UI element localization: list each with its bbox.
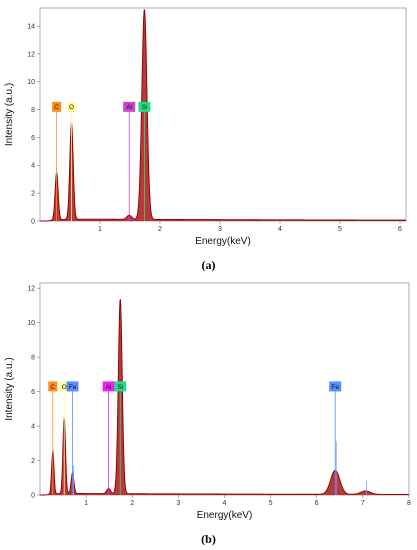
element-label: O — [69, 104, 74, 111]
element-label: Al — [126, 104, 132, 111]
y-tick-label: 6 — [31, 389, 35, 396]
x-tick-label: 7 — [361, 500, 365, 507]
caption-b: (b) — [201, 532, 216, 546]
element-label-box — [66, 381, 79, 392]
x-tick-label: 5 — [338, 226, 342, 233]
element-label: Fe — [69, 384, 77, 391]
x-tick-label: 8 — [407, 500, 411, 507]
x-tick-label: 3 — [176, 500, 180, 507]
y-tick-label: 6 — [31, 135, 35, 142]
element-label-box — [138, 101, 151, 112]
y-tick-label: 4 — [31, 163, 35, 170]
x-axis-title: Energy(keV) — [197, 510, 253, 521]
element-label: Si — [117, 384, 123, 391]
y-tick-label: 14 — [27, 23, 35, 30]
element-label: C — [54, 104, 59, 111]
x-tick-label: 2 — [130, 500, 134, 507]
x-tick-label: 3 — [218, 226, 222, 233]
y-tick-label: 0 — [31, 492, 35, 499]
element-label-box — [123, 101, 136, 112]
y-tick-label: 8 — [31, 355, 35, 362]
element-label-box — [67, 101, 76, 112]
element-label-box — [102, 381, 115, 392]
element-label-box — [52, 101, 62, 112]
element-label-box — [59, 381, 69, 392]
y-tick-label: 2 — [31, 458, 35, 465]
caption-a: (a) — [201, 258, 216, 272]
y-tick-label: 10 — [27, 79, 35, 86]
x-tick-label: 6 — [315, 500, 319, 507]
element-label: C — [50, 384, 55, 391]
element-label-box — [114, 381, 127, 392]
y-tick-label: 4 — [31, 423, 35, 430]
x-tick-label: 5 — [269, 500, 273, 507]
element-label-box — [48, 381, 58, 392]
x-tick-label: 4 — [223, 500, 227, 507]
y-tick-label: 0 — [31, 218, 35, 225]
plot-frame — [39, 7, 407, 222]
y-tick-label: 2 — [31, 191, 35, 198]
y-tick-label: 12 — [27, 286, 35, 293]
element-label: Fe — [331, 384, 339, 391]
x-tick-label: 2 — [158, 226, 162, 233]
plot-frame — [39, 282, 410, 496]
element-label: Al — [106, 384, 112, 391]
element-label: Si — [142, 104, 148, 111]
element-label-box — [329, 381, 342, 392]
element-label: O — [62, 384, 67, 391]
y-tick-label: 10 — [27, 320, 35, 327]
x-tick-label: 1 — [98, 226, 102, 233]
x-tick-label: 6 — [398, 226, 402, 233]
spectrum-line — [40, 9, 406, 222]
x-tick-label: 1 — [84, 500, 88, 507]
y-axis-title: Intensity (a.u.) — [4, 357, 15, 420]
y-axis-title: Intensity (a.u.) — [4, 83, 15, 146]
x-axis-title: Energy(keV) — [195, 236, 251, 247]
y-tick-label: 12 — [27, 51, 35, 58]
x-tick-label: 4 — [278, 226, 282, 233]
y-tick-label: 8 — [31, 107, 35, 114]
spectrum-line — [40, 299, 409, 496]
